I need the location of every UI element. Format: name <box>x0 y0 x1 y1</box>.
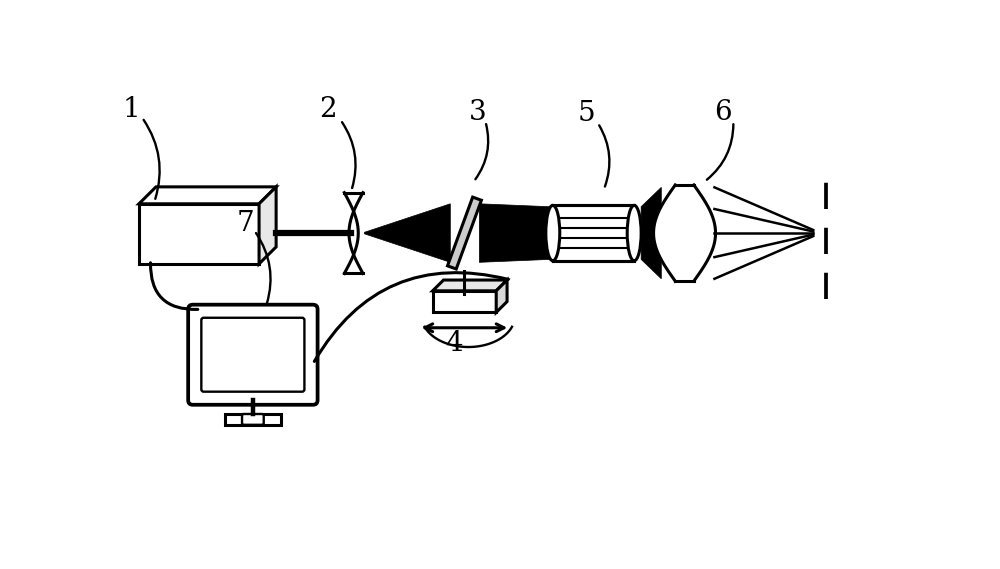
Ellipse shape <box>627 205 641 261</box>
Text: 3: 3 <box>469 98 486 126</box>
FancyBboxPatch shape <box>188 304 318 405</box>
Polygon shape <box>486 284 495 307</box>
FancyArrowPatch shape <box>599 125 609 187</box>
FancyBboxPatch shape <box>242 414 264 425</box>
Polygon shape <box>447 197 481 269</box>
FancyArrowPatch shape <box>475 124 488 179</box>
FancyArrowPatch shape <box>314 273 508 361</box>
Polygon shape <box>225 414 281 425</box>
Polygon shape <box>443 294 486 307</box>
FancyArrowPatch shape <box>144 120 160 199</box>
Polygon shape <box>641 187 661 279</box>
Ellipse shape <box>546 205 560 261</box>
Polygon shape <box>496 280 507 312</box>
Polygon shape <box>364 204 450 262</box>
Text: 2: 2 <box>319 96 337 123</box>
Polygon shape <box>139 187 276 204</box>
Text: 7: 7 <box>236 209 254 237</box>
Text: 1: 1 <box>122 96 140 123</box>
FancyArrowPatch shape <box>342 122 356 188</box>
FancyBboxPatch shape <box>201 318 304 391</box>
Polygon shape <box>433 280 507 291</box>
Polygon shape <box>259 187 276 264</box>
Polygon shape <box>433 291 496 312</box>
Polygon shape <box>139 204 259 264</box>
Polygon shape <box>443 284 495 294</box>
FancyArrowPatch shape <box>707 124 733 180</box>
Text: 4: 4 <box>446 329 463 357</box>
FancyArrowPatch shape <box>150 263 198 310</box>
Text: 5: 5 <box>577 100 595 127</box>
Polygon shape <box>553 205 634 261</box>
Polygon shape <box>479 204 550 262</box>
Text: 6: 6 <box>714 98 732 126</box>
FancyArrowPatch shape <box>256 233 271 303</box>
